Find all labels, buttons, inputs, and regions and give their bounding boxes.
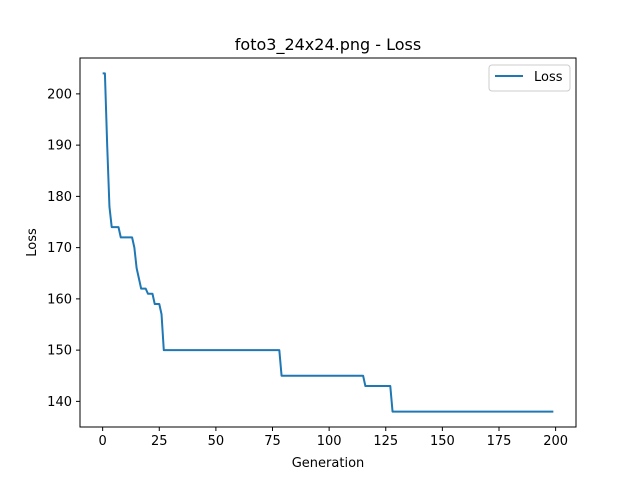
lines-layer — [102, 72, 554, 413]
x-axis-label: Generation — [292, 456, 365, 471]
legend-entry-loss: Loss — [534, 70, 563, 85]
plot-frame — [79, 57, 577, 428]
y-tick-label: 200 — [47, 87, 72, 102]
x-tick-label: 125 — [373, 434, 398, 449]
y-tick-label: 150 — [47, 344, 72, 359]
chart-title: foto3_24x24.png - Loss — [235, 35, 421, 55]
y-tick-label: 190 — [47, 139, 72, 154]
x-tick-label: 50 — [208, 434, 225, 449]
y-tick-label: 180 — [47, 190, 72, 205]
y-tick-label: 160 — [47, 292, 72, 307]
series-line-loss — [102, 72, 554, 413]
y-tick-label: 170 — [47, 241, 72, 256]
x-tick-label: 25 — [151, 434, 168, 449]
x-tick-label: 100 — [317, 434, 342, 449]
y-tick-label: 140 — [47, 395, 72, 410]
x-tick-label: 75 — [264, 434, 281, 449]
x-tick-label: 200 — [543, 434, 568, 449]
legend-box — [488, 64, 571, 92]
ticks-layer: 0 25 50 75 100 125 150 175 200 140 150 160 170 180 190… — [47, 87, 568, 449]
legend: Loss — [488, 64, 571, 92]
x-tick-label: 0 — [99, 434, 107, 449]
y-axis-label: Loss — [25, 228, 40, 257]
x-tick-label: 175 — [487, 434, 512, 449]
x-tick-label: 150 — [430, 434, 455, 449]
